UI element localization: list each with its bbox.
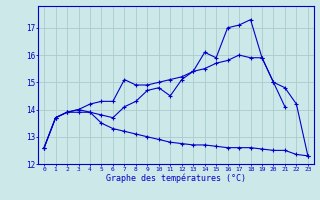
X-axis label: Graphe des températures (°C): Graphe des températures (°C) [106,174,246,183]
